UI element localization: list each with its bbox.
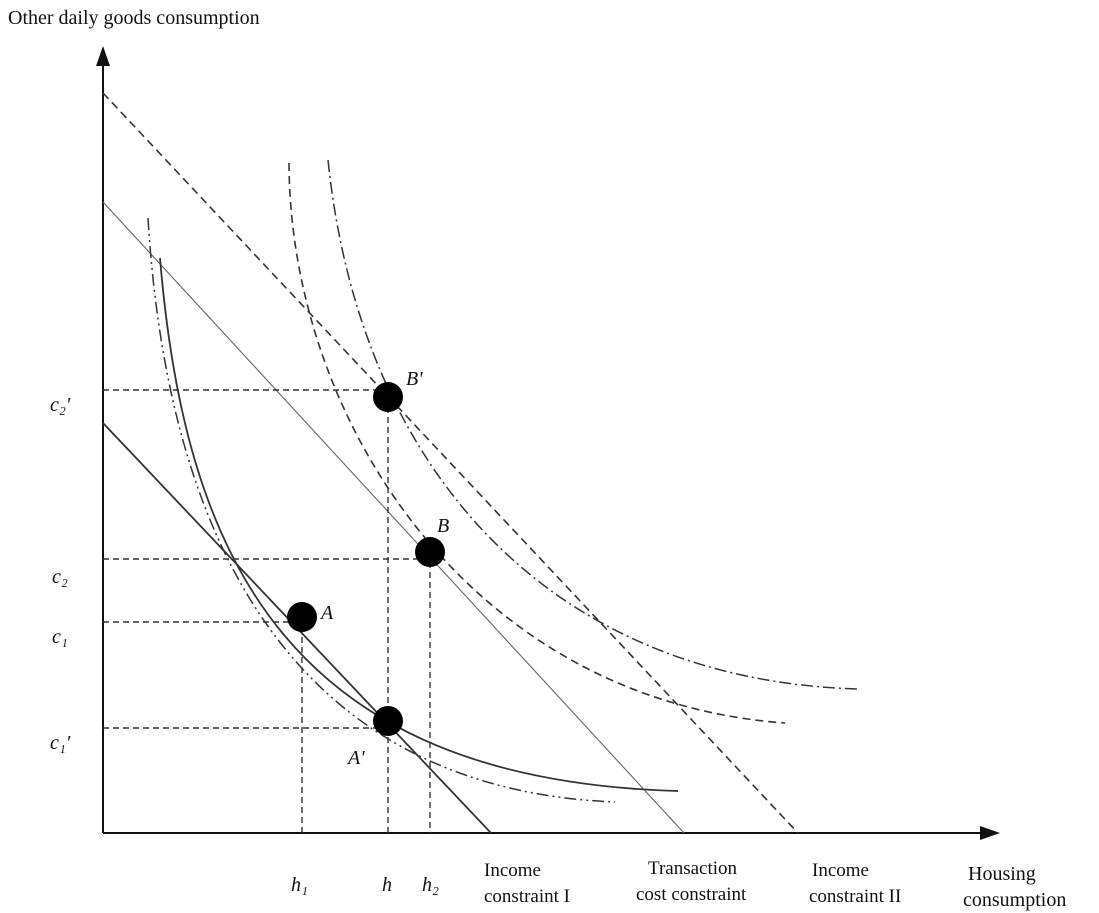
y-axis-arrow-icon (96, 46, 110, 66)
income-constraint-ii-line (102, 92, 799, 834)
transaction-cost-label-line1: Transaction (648, 858, 738, 879)
indifference-curve-a-prime (147, 217, 616, 803)
point-a-prime-label: A' (346, 747, 365, 769)
tick-label-h: h (382, 874, 392, 896)
point-a (287, 602, 317, 632)
point-b-prime (373, 382, 403, 412)
tick-label-h2: h₂ (422, 874, 439, 896)
x-axis-title-line2: consumption (963, 889, 1066, 911)
indifference-curve-a (159, 257, 679, 792)
point-a-prime (373, 706, 403, 736)
tick-label-c1-prime: c₁' (50, 732, 71, 754)
transaction-cost-label-line2: cost constraint (636, 884, 747, 905)
tick-label-c2: c₂ (52, 566, 68, 588)
income-constraint-i-label-line1: Income (484, 860, 541, 881)
indifference-curve-b (288, 162, 786, 724)
y-axis-title: Other daily goods consumption (8, 7, 260, 29)
x-axis-arrow-icon (980, 826, 1000, 840)
income-constraint-ii-label-line1: Income (812, 860, 869, 881)
tick-label-c1: c₁ (52, 626, 68, 648)
tick-label-c2-prime: c₂' (50, 394, 71, 416)
income-constraint-i-label-line2: constraint I (484, 886, 570, 907)
transaction-cost-constraint-line (102, 201, 685, 834)
indifference-curve-b-prime (327, 159, 859, 690)
point-b (415, 537, 445, 567)
point-b-label: B (437, 515, 449, 537)
point-a-label: A (319, 602, 334, 624)
tick-label-h1: h₁ (291, 874, 308, 896)
x-axis-title-line1: Housing (968, 863, 1036, 885)
point-b-prime-label: B' (406, 368, 423, 390)
income-constraint-ii-label-line2: constraint II (809, 886, 901, 907)
